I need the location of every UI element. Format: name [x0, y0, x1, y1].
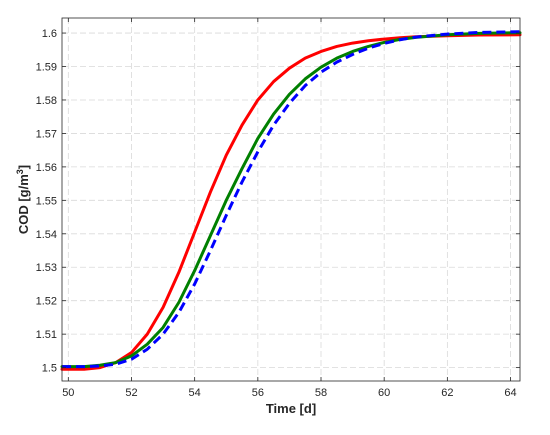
y-tick-label: 1.58 [36, 95, 57, 107]
y-tick-label: 1.55 [36, 195, 57, 207]
y-tick-label: 1.52 [36, 296, 57, 308]
x-tick-label: 56 [252, 387, 264, 399]
y-axis-label-close: ] [16, 165, 31, 169]
y-tick-label: 1.53 [36, 262, 57, 274]
ticks [62, 18, 520, 381]
y-tick-label: 1.51 [36, 329, 57, 341]
x-tick-label: 50 [62, 387, 74, 399]
y-tick-label: 1.56 [36, 162, 57, 174]
y-axis-label: COD [g/m3] [15, 165, 31, 234]
series-layer [60, 30, 522, 371]
x-tick-label: 58 [315, 387, 327, 399]
y-tick-label: 1.57 [36, 128, 57, 140]
series-line-1 [60, 33, 522, 371]
x-tick-label: 62 [441, 387, 453, 399]
y-axis-label-superscript: 3 [15, 169, 25, 174]
x-tick-label: 52 [125, 387, 137, 399]
x-axis-label: Time [d] [266, 401, 316, 416]
y-tick-label: 1.5 [42, 363, 57, 375]
y-axis-label-main: COD [g/m [16, 174, 31, 234]
x-tick-label: 64 [504, 387, 516, 399]
plot-area [62, 18, 520, 381]
y-tick-label: 1.59 [36, 62, 57, 74]
y-tick-label: 1.6 [42, 28, 57, 40]
tick-labels: 50 52 54 56 58 60 62 64 1.5 1.51 1.52 1.53 1.54 1.55 1… [36, 28, 517, 399]
series-line-2 [60, 31, 522, 369]
series-line-3 [62, 30, 521, 369]
x-tick-label: 54 [189, 387, 201, 399]
x-tick-label: 60 [378, 387, 390, 399]
y-tick-label: 1.54 [36, 229, 57, 241]
axes-box [61, 17, 521, 382]
